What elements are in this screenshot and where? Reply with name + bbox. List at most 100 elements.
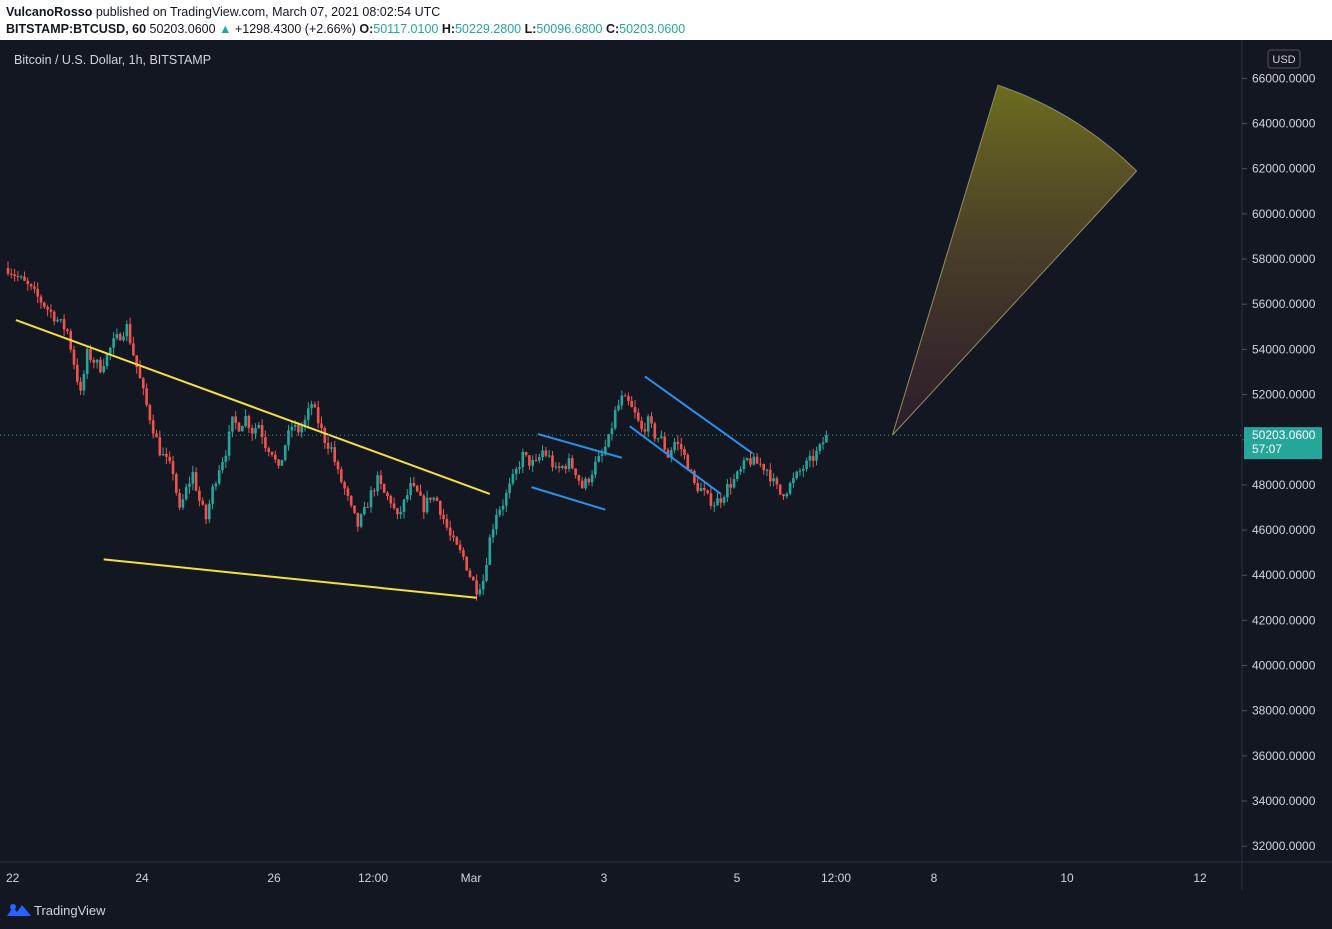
candle-body [72,349,76,365]
candle-body [531,459,534,466]
candle-body [425,497,429,513]
candle-body [13,274,16,277]
candle-body [128,324,132,344]
candle-body [699,487,703,492]
candle-body [148,405,152,421]
candle-body [260,425,264,438]
candle-body [49,309,53,312]
candle-body [772,478,775,482]
author-name[interactable]: VulcanoRosso [6,5,93,19]
candle-body [709,493,713,506]
candle-body [211,486,214,504]
candle-body [594,461,597,475]
time-tick-label: 12 [1193,871,1207,885]
time-axis[interactable]: 22 24 26 12:00 Mar 3 5 12:00 8 10 12 [6,871,1207,885]
price-tick-label: 44000.0000 [1252,568,1316,582]
candle-body [184,486,188,500]
wedge-lower-trendline[interactable] [103,558,477,599]
close-label: C: [605,22,620,36]
candle-body [52,311,56,322]
candle-body [468,570,472,577]
published-text: published on TradingView.com, March 07, … [92,5,441,19]
candle-body [244,415,247,427]
candle-body [782,494,785,497]
flag-upper-line[interactable] [537,433,623,459]
candle-body [234,416,237,423]
price-tick-label: 48000.0000 [1252,478,1316,492]
candle-body [122,336,125,341]
candle-body [802,468,805,471]
candle-body [237,422,241,432]
candle-body [412,482,416,486]
time-tick-label: 5 [734,871,741,885]
candle-body [158,437,162,456]
candle-body [386,492,389,497]
candle-body [729,484,732,488]
price-axis[interactable]: 66000.0000 64000.0000 62000.0000 60000.0000… [1242,71,1316,853]
candle-body [231,416,234,432]
candle-body [396,508,399,515]
currency-badge[interactable] [1267,49,1301,69]
projection-fan[interactable] [891,84,1138,436]
candle-body [788,483,792,494]
candle-body [742,460,746,470]
tradingview-logo-icon[interactable] [6,902,32,918]
candle-body [508,483,511,494]
candle-body [653,423,657,439]
candle-body [696,482,699,492]
candle-body [534,459,538,461]
trendlines-layer[interactable] [15,319,754,599]
candle-body [10,273,13,275]
candle-body [198,490,201,501]
candle-body [135,355,138,368]
candle-body [452,535,455,538]
open-value: 50117.0100 [373,22,439,36]
flag-lower-line[interactable] [531,486,606,511]
channel-upper-line[interactable] [644,375,754,455]
candle-body [514,468,518,474]
projection-fan-layer [891,84,1138,436]
candle-body [752,456,756,465]
candle-body [818,444,822,451]
candle-body [363,506,366,515]
candle-body [415,485,419,492]
chart-pane[interactable]: 66000.0000 64000.0000 62000.0000 60000.0000… [0,40,1332,890]
candle-body [574,468,577,476]
candle-body [369,490,373,508]
candle-body [571,458,574,469]
bar-countdown: 57:07 [1252,442,1282,456]
candle-body [670,450,673,458]
publication-header: VulcanoRosso published on TradingView.co… [0,0,1332,40]
candle-body [310,404,313,409]
candle-body [716,498,719,506]
candle-body [287,430,290,446]
candle-body [316,407,320,424]
channel-lower-line[interactable] [629,425,722,495]
price-tick-label: 34000.0000 [1252,794,1316,808]
candle-body [151,420,155,434]
candle-body [488,537,492,565]
candle-body [343,482,346,489]
candle-body [554,466,558,468]
candle-body [462,550,465,557]
tradingview-brand[interactable]: TradingView [34,903,106,918]
candle-body [293,425,297,427]
high-value: 50229.2800 [455,22,522,36]
price-tick-label: 66000.0000 [1252,71,1316,85]
candle-body [254,428,257,434]
candle-body [745,458,749,461]
candle-body [105,353,109,367]
candle-body [811,455,815,461]
time-tick-label: 8 [931,871,938,885]
candle-body [769,469,772,482]
wedge-upper-trendline[interactable] [15,319,491,495]
price-chart[interactable]: 66000.0000 64000.0000 62000.0000 60000.0000… [0,40,1332,890]
candle-body [264,437,267,449]
price-tick-label: 62000.0000 [1252,162,1316,176]
candle-body [353,505,356,513]
candle-body [524,451,528,456]
candle-body [623,395,627,397]
candle-body [719,498,723,503]
candle-body [679,443,683,450]
candle-body [821,442,825,445]
